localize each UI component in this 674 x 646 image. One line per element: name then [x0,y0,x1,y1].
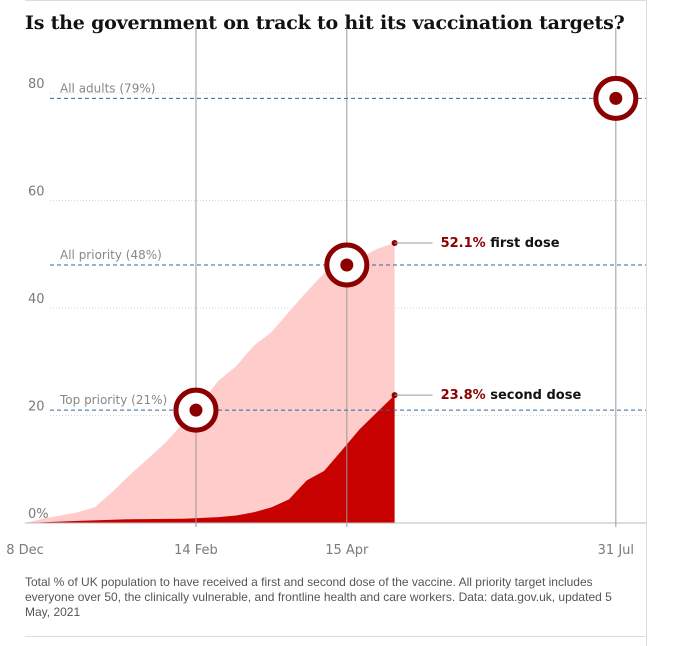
chart-title: Is the government on track to hit its va… [25,12,625,34]
x-tick-label: 8 Dec [6,543,44,558]
series-end-text: first dose [490,236,559,251]
y-tick-label: 0% [28,507,49,522]
target-label: All priority (48%) [60,248,162,262]
series-end-value: 52.1% [441,236,491,251]
vaccination-chart: 0% 20 40 60 80 8 Dec 14 Feb 15 Apr 31 Jul Top pri… [6,28,646,558]
y-tick-label: 20 [28,400,45,415]
x-tick-label: 14 Feb [174,543,218,558]
chart-caption: Total % of UK population to have receive… [25,575,612,619]
x-tick-label: 15 Apr [325,543,369,558]
x-tick-label: 31 Jul [598,543,634,558]
y-tick-label: 60 [28,185,45,200]
series-end-text: second dose [490,388,581,403]
second-dose-area [25,395,395,523]
y-tick-label: 40 [28,292,45,307]
series-end-value: 23.8% [441,388,491,403]
target-bullseye [189,403,203,417]
target-bullseye [609,91,623,105]
target-label: Top priority (21%) [59,393,167,407]
series-end-label: 23.8% second dose [441,388,582,403]
top-rule [25,0,647,1]
right-rule [646,0,647,646]
target-label: All adults (79%) [60,81,155,95]
bottom-rule [25,636,647,637]
first-dose-area [25,243,395,523]
y-tick-label: 80 [28,77,45,92]
series-end-label: 52.1% first dose [441,236,560,251]
target-bullseye [340,258,354,272]
